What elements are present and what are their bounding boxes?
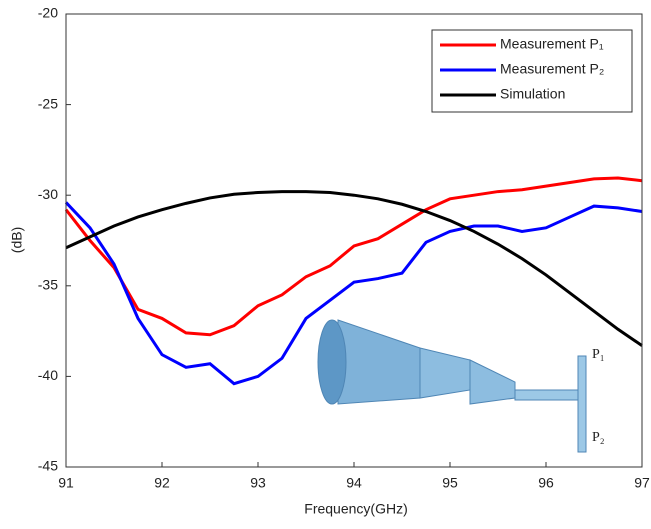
waveguide: [514, 389, 581, 401]
legend-label: Simulation: [500, 86, 565, 102]
horn-aperture: [317, 319, 347, 405]
legend-label: Measurement P₂: [500, 61, 604, 77]
annotation: P₁: [592, 347, 605, 362]
y-tick-label: -40: [38, 367, 58, 383]
y-tick-label: -25: [38, 95, 58, 111]
x-tick-label: 91: [58, 475, 74, 491]
annotation: P₂: [592, 430, 605, 445]
x-tick-label: 95: [442, 475, 458, 491]
y-tick-label: -30: [38, 186, 58, 202]
series-line: [65, 190, 643, 347]
probe: [577, 355, 587, 453]
y-tick-label: -20: [38, 5, 58, 21]
x-axis-label: Frequency(GHz): [304, 501, 407, 517]
x-tick-label: 97: [634, 475, 650, 491]
y-tick-label: -35: [38, 277, 58, 293]
x-tick-label: 94: [346, 475, 362, 491]
series-line: [64, 201, 643, 386]
series-line: [64, 176, 643, 337]
x-tick-label: 93: [250, 475, 266, 491]
legend-label: Measurement P₁: [500, 36, 604, 52]
x-tick-label: 92: [154, 475, 170, 491]
legend: Measurement P₁ Measurement P₂ Simulation: [431, 29, 633, 113]
plot-frame: [65, 13, 643, 468]
y-tick-label: -45: [38, 458, 58, 474]
antenna-illustration: [317, 319, 587, 453]
x-tick-label: 96: [538, 475, 554, 491]
y-axis-label: (dB): [9, 227, 25, 253]
